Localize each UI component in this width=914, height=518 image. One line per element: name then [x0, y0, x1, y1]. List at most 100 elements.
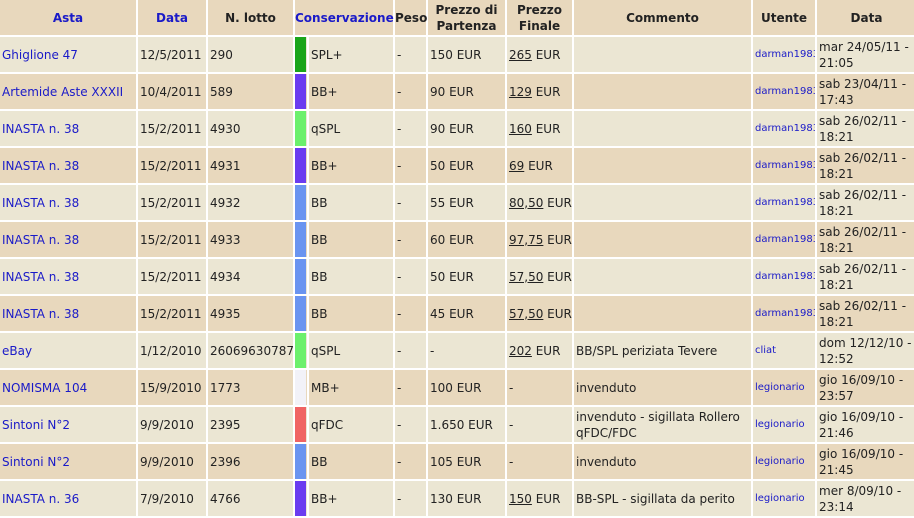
grade-swatch — [295, 259, 307, 294]
entry-datetime: sab 26/02/11 - 18:21 — [817, 296, 914, 331]
comment: BB/SPL periziata Tevere — [574, 333, 751, 368]
grade-color — [295, 259, 306, 294]
final-price-unit: EUR — [531, 343, 561, 358]
entry-datetime: gio 16/09/10 - 21:45 — [817, 444, 914, 479]
asta-link[interactable]: eBay — [0, 333, 136, 368]
final-price-link[interactable]: 80,50 — [509, 195, 544, 210]
auction-date: 15/2/2011 — [138, 185, 206, 220]
table-row: INASTA n. 38 15/2/2011 4930 qSPL -90 EUR 160 … — [0, 111, 914, 146]
user-link[interactable]: darman1983 — [753, 222, 815, 257]
comment — [574, 148, 751, 183]
weight: - — [395, 407, 426, 442]
header-peso: Peso — [395, 0, 427, 35]
user-link[interactable]: legionario — [753, 407, 815, 442]
asta-link[interactable]: Artemide Aste XXXII — [0, 74, 136, 109]
grade-color — [295, 148, 306, 183]
entry-datetime: gio 16/09/10 - 23:57 — [817, 370, 914, 405]
final-price: - — [507, 444, 572, 479]
asta-link[interactable]: INASTA n. 38 — [0, 296, 136, 331]
final-price-unit: EUR — [531, 47, 561, 62]
user-link[interactable]: darman1983 — [753, 296, 815, 331]
final-price-unit: - — [509, 417, 514, 432]
weight: - — [395, 333, 426, 368]
user-link[interactable]: darman1983 — [753, 259, 815, 294]
user-link[interactable]: legionario — [753, 481, 815, 516]
final-price-link[interactable]: 69 — [509, 158, 525, 173]
start-price: 1.650 EUR — [428, 407, 505, 442]
final-price-link[interactable]: 57,50 — [509, 269, 544, 284]
header-commento: Commento — [574, 0, 751, 35]
asta-link[interactable]: INASTA n. 38 — [0, 259, 136, 294]
start-price: 60 EUR — [428, 222, 505, 257]
final-price-link[interactable]: 57,50 — [509, 306, 544, 321]
final-price-link[interactable]: 202 — [509, 343, 532, 358]
grade-swatch — [295, 74, 307, 109]
final-price: 80,50 EUR — [507, 185, 572, 220]
weight: - — [395, 370, 426, 405]
grade-swatch — [295, 222, 307, 257]
comment — [574, 111, 751, 146]
asta-link[interactable]: Sintoni N°2 — [0, 444, 136, 479]
entry-datetime: mar 24/05/11 - 21:05 — [817, 37, 914, 72]
final-price: 202 EUR — [507, 333, 572, 368]
lot-number: 4931 — [208, 148, 293, 183]
table-row: eBay 1/12/2010 260696307876 qSPL - -202 EUR BB… — [0, 333, 914, 368]
asta-link[interactable]: Sintoni N°2 — [0, 407, 136, 442]
header-data[interactable]: Data — [138, 0, 206, 35]
table-row: Sintoni N°2 9/9/2010 2395 qFDC -1.650 EUR - in… — [0, 407, 914, 442]
entry-datetime: mer 8/09/10 - 23:14 — [817, 481, 914, 516]
comment — [574, 296, 751, 331]
start-price: 90 EUR — [428, 111, 505, 146]
lot-number: 4766 — [208, 481, 293, 516]
final-price-link[interactable]: 265 — [509, 47, 532, 62]
final-price-unit: EUR — [543, 195, 572, 210]
comment — [574, 37, 751, 72]
user-link[interactable]: darman1983 — [753, 74, 815, 109]
final-price-link[interactable]: 97,75 — [509, 232, 544, 247]
user-link[interactable]: legionario — [753, 444, 815, 479]
table-row: NOMISMA 104 15/9/2010 1773 MB+ -100 EUR - inve… — [0, 370, 914, 405]
final-price-unit: - — [509, 380, 514, 395]
final-price: - — [507, 370, 572, 405]
grade-label: qSPL — [309, 333, 393, 368]
asta-link[interactable]: INASTA n. 36 — [0, 481, 136, 516]
lot-number: 4930 — [208, 111, 293, 146]
final-price-unit: EUR — [531, 121, 561, 136]
entry-datetime: dom 12/12/10 - 12:52 — [817, 333, 914, 368]
user-link[interactable]: darman1983 — [753, 111, 815, 146]
auction-date: 15/2/2011 — [138, 148, 206, 183]
asta-link[interactable]: INASTA n. 38 — [0, 185, 136, 220]
grade-swatch — [295, 407, 307, 442]
asta-link[interactable]: NOMISMA 104 — [0, 370, 136, 405]
auction-date: 15/2/2011 — [138, 222, 206, 257]
asta-link[interactable]: INASTA n. 38 — [0, 148, 136, 183]
start-price: 50 EUR — [428, 259, 505, 294]
weight: - — [395, 444, 426, 479]
entry-datetime: sab 26/02/11 - 18:21 — [817, 148, 914, 183]
comment — [574, 74, 751, 109]
start-price: 130 EUR — [428, 481, 505, 516]
user-link[interactable]: cliat — [753, 333, 815, 368]
comment: BB-SPL - sigillata da perito — [574, 481, 751, 516]
asta-link[interactable]: INASTA n. 38 — [0, 111, 136, 146]
final-price-link[interactable]: 150 — [509, 491, 532, 506]
header-asta[interactable]: Asta — [0, 0, 136, 35]
grade-color — [295, 333, 306, 368]
final-price-link[interactable]: 160 — [509, 121, 532, 136]
grade-label: BB — [309, 444, 393, 479]
user-link[interactable]: legionario — [753, 370, 815, 405]
table-row: INASTA n. 38 15/2/2011 4935 BB -45 EUR 57,50 … — [0, 296, 914, 331]
final-price-link[interactable]: 129 — [509, 84, 532, 99]
header-conservazione[interactable]: Conservazione — [295, 0, 394, 35]
user-link[interactable]: darman1983 — [753, 185, 815, 220]
user-link[interactable]: darman1983 — [753, 37, 815, 72]
asta-link[interactable]: INASTA n. 38 — [0, 222, 136, 257]
entry-datetime: gio 16/09/10 - 21:46 — [817, 407, 914, 442]
start-price: 100 EUR — [428, 370, 505, 405]
user-link[interactable]: darman1983 — [753, 148, 815, 183]
header-prezzo-partenza: Prezzo di Partenza — [428, 0, 505, 35]
start-price: 50 EUR — [428, 148, 505, 183]
header-prezzo-finale: Prezzo Finale — [507, 0, 572, 35]
asta-link[interactable]: Ghiglione 47 — [0, 37, 136, 72]
